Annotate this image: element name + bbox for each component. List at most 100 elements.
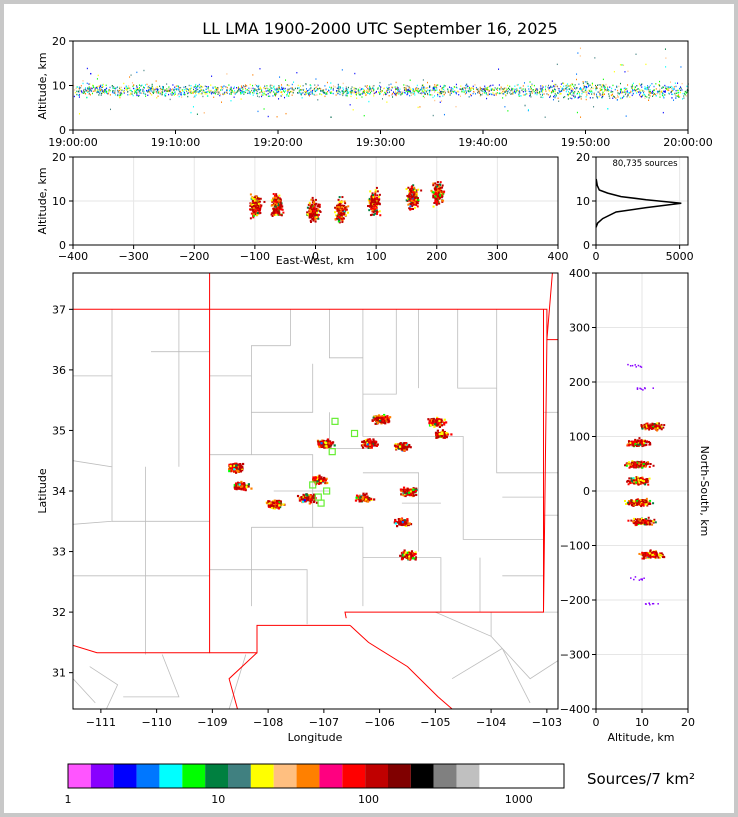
plan-source-cell xyxy=(406,518,409,521)
plan-source-cell xyxy=(273,507,276,510)
time-source-point xyxy=(512,91,514,93)
time-source-point xyxy=(520,87,522,89)
ew-source-cell xyxy=(251,196,254,199)
time-source-point xyxy=(417,106,419,109)
plan-source-cell xyxy=(413,490,416,494)
time-source-point xyxy=(427,93,429,95)
time-source-point xyxy=(112,90,114,92)
time-altitude-ylabel: Altitude, km xyxy=(36,52,49,119)
ew-source-cell xyxy=(275,196,278,199)
time-source-point xyxy=(487,92,489,94)
time-source-point xyxy=(335,90,337,92)
time-source-point xyxy=(602,85,604,88)
time-source-point xyxy=(216,91,218,93)
time-source-point xyxy=(349,104,351,106)
time-source-point xyxy=(136,94,138,96)
ew-source-cell xyxy=(273,196,276,199)
time-source-point xyxy=(238,90,240,92)
time-source-point xyxy=(333,85,335,87)
time-source-point xyxy=(194,86,196,88)
time-source-point xyxy=(621,90,623,93)
time-source-point xyxy=(484,89,486,91)
time-source-point xyxy=(222,87,224,90)
ew-source-cell xyxy=(263,200,266,203)
ew-source-cell xyxy=(315,209,318,212)
time-source-point xyxy=(118,91,120,94)
time-source-point xyxy=(203,91,205,94)
time-source-point xyxy=(654,93,656,95)
time-source-point xyxy=(396,88,398,90)
time-source-point xyxy=(246,92,248,95)
time-source-point xyxy=(102,85,104,88)
time-source-point xyxy=(107,93,109,95)
time-source-point xyxy=(143,90,145,93)
time-source-point xyxy=(108,88,110,91)
time-source-point xyxy=(267,92,269,95)
time-source-point xyxy=(196,113,198,115)
time-source-point xyxy=(291,90,293,93)
time-source-point xyxy=(281,87,283,89)
time-source-point xyxy=(362,87,364,90)
time-source-point xyxy=(268,88,270,90)
ytick-label: 10 xyxy=(52,80,66,93)
time-source-point xyxy=(140,85,142,87)
time-source-point xyxy=(678,87,680,90)
time-source-point xyxy=(475,86,477,89)
time-source-point xyxy=(282,90,284,92)
time-source-point xyxy=(678,96,680,98)
time-source-point xyxy=(577,90,579,93)
time-source-point xyxy=(601,89,603,91)
time-source-point xyxy=(89,88,91,91)
ew-source-cell xyxy=(273,208,276,211)
time-source-point xyxy=(200,90,202,92)
ew-source-cell xyxy=(441,200,444,203)
time-source-point xyxy=(658,83,660,86)
time-source-point xyxy=(637,88,639,90)
time-source-point xyxy=(318,88,320,90)
time-source-point xyxy=(662,92,664,95)
state-border xyxy=(543,273,553,613)
time-source-point xyxy=(626,96,628,98)
plan-source-cell xyxy=(373,498,376,501)
ew-source-cell xyxy=(254,209,257,212)
ew-source-cell xyxy=(375,200,378,203)
time-source-point xyxy=(666,88,668,90)
time-source-point xyxy=(373,84,375,87)
time-source-point xyxy=(557,97,559,99)
time-source-point xyxy=(213,92,215,94)
time-source-point xyxy=(267,115,269,118)
time-source-point xyxy=(147,90,149,92)
time-source-point xyxy=(461,88,463,90)
time-source-point xyxy=(607,89,609,91)
time-source-point xyxy=(646,88,648,91)
plan-source-cell xyxy=(369,445,372,448)
time-source-point xyxy=(468,96,470,98)
ew-source-cell xyxy=(338,213,341,216)
time-source-point xyxy=(639,94,641,96)
time-source-point xyxy=(486,88,488,91)
time-source-point xyxy=(94,89,96,91)
time-source-point xyxy=(338,86,340,88)
time-source-point xyxy=(602,91,604,93)
plan-source-cell xyxy=(271,506,274,509)
time-source-point xyxy=(664,84,666,87)
time-source-point xyxy=(420,93,422,95)
time-source-point xyxy=(119,92,121,94)
ew-source-cell xyxy=(374,189,377,192)
time-source-point xyxy=(202,90,204,93)
time-source-point xyxy=(508,88,510,91)
time-source-point xyxy=(559,93,561,95)
time-source-point xyxy=(530,86,532,88)
time-source-point xyxy=(509,85,511,88)
county-line xyxy=(362,557,442,613)
time-source-point xyxy=(486,87,488,89)
plan-source-cell xyxy=(318,476,321,479)
time-source-point xyxy=(685,92,687,94)
time-source-point xyxy=(592,87,594,90)
time-source-point xyxy=(356,92,358,94)
plan-source-cell xyxy=(358,499,361,502)
time-source-point xyxy=(284,96,286,99)
plan-source-cell xyxy=(367,446,370,449)
time-source-point xyxy=(291,94,293,96)
time-source-point xyxy=(641,89,643,91)
